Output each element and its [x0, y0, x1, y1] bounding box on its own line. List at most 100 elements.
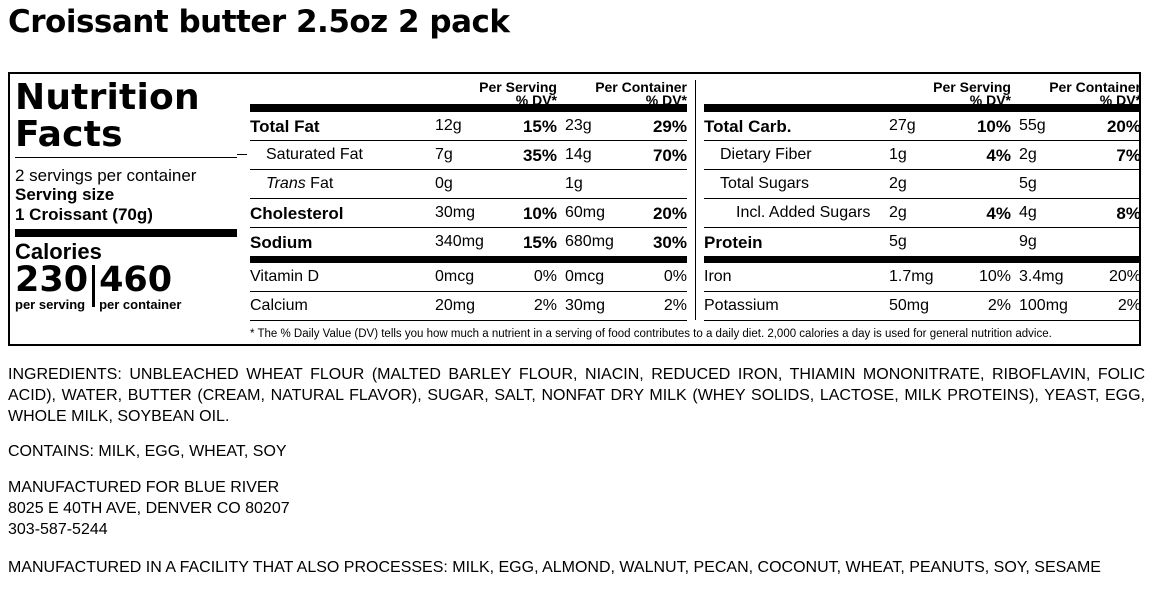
nutrient-name-italic: Trans — [266, 175, 306, 192]
nutrient-name: Iron — [704, 268, 732, 285]
nutrient-row: Calcium 20mg 2% 30mg 2% — [250, 292, 687, 321]
per-serving-header: Per Serving% DV* — [933, 79, 1011, 108]
product-title: Croissant butter 2.5oz 2 pack — [8, 4, 510, 40]
nutrient-table-left: Per Serving% DV* Per Container% DV* Total … — [250, 74, 687, 321]
calories-label: Calories — [15, 239, 102, 264]
serving-dv: 2% — [533, 297, 557, 314]
container-amount: 55g — [1019, 117, 1046, 134]
nutrient-table-right: Per Serving% DV* Per Container% DV* Total … — [704, 74, 1141, 321]
serving-amount: 2g — [889, 204, 907, 221]
nutrient-name: Dietary Fiber — [720, 146, 812, 163]
container-amount: 1g — [565, 175, 583, 192]
container-amount: 4g — [1019, 204, 1037, 221]
calories-divider — [92, 265, 96, 307]
container-dv: 2% — [1117, 297, 1141, 314]
nutrient-row: Dietary Fiber 1g 4% 2g 7% — [704, 141, 1141, 170]
nutrient-name: Saturated Fat — [266, 146, 363, 163]
container-dv: 0% — [663, 268, 687, 285]
serving-dv: 2% — [987, 297, 1011, 314]
nutrient-name: Total Carb. — [704, 117, 792, 136]
container-dv: 20% — [652, 204, 687, 223]
serving-size-value: 1 Croissant (70g) — [15, 205, 153, 224]
per-container-header-line-1: Per Container — [595, 79, 687, 95]
calories-row: 230 per serving 460 per container — [15, 260, 237, 313]
nutrient-name: Calcium — [250, 297, 308, 314]
container-dv: 7% — [1116, 146, 1141, 165]
container-dv: 20% — [1106, 117, 1141, 136]
per-container-header: Per Container% DV* — [595, 79, 687, 108]
per-serving-label: per serving — [15, 297, 86, 312]
nutrient-row: Sodium 340mg 15% 680mg 30% — [250, 228, 687, 263]
serving-amount: 1g — [889, 146, 907, 163]
per-container-header-line-1: Per Container — [1049, 79, 1141, 95]
per-serving-header: Per Serving% DV* — [479, 80, 557, 107]
calories-per-container: 460 — [99, 260, 173, 300]
serving-dv: 4% — [986, 204, 1011, 223]
nutrient-name: Total Sugars — [720, 175, 809, 192]
container-dv: 30% — [652, 233, 687, 252]
nutrient-name: Incl. Added Sugars — [736, 204, 871, 221]
serving-amount: 30mg — [435, 204, 476, 221]
calories-per-serving: 230 — [15, 260, 89, 300]
manufacturer-line-1: MANUFACTURED FOR BLUE RIVER — [8, 479, 280, 496]
manufacturer-block: MANUFACTURED FOR BLUE RIVER 8025 E 40TH … — [8, 477, 1145, 540]
serving-amount: 1.7mg — [889, 268, 934, 285]
column-headers: Per Serving% DV* Per Container% DV* — [250, 74, 687, 108]
serving-size-label: Serving size — [15, 185, 115, 204]
serving-dv: 10% — [976, 117, 1011, 136]
serving-dv: 15% — [522, 117, 557, 136]
serving-amount: 50mg — [889, 297, 930, 314]
per-container-label: per container — [99, 297, 182, 312]
container-amount: 3.4mg — [1019, 268, 1064, 285]
serving-dv: 0% — [533, 268, 557, 285]
serving-amount: 27g — [889, 117, 916, 134]
nutrient-row: Incl. Added Sugars 2g 4% 4g 8% — [704, 199, 1141, 228]
nutrition-summary: Nutrition Facts 2 servings per container… — [15, 74, 237, 312]
serving-amount: 12g — [435, 117, 462, 134]
heading-line-2: Facts — [15, 114, 123, 155]
ingredients-text: INGREDIENTS: UNBLEACHED WHEAT FLOUR (MAL… — [8, 366, 1145, 425]
nutrient-row: Total Carb. 27g 10% 55g 20% — [704, 112, 1141, 141]
container-amount: 60mg — [565, 204, 606, 221]
manufacturer-line-2: 8025 E 40TH AVE, DENVER CO 80207 — [8, 500, 290, 517]
manufacturer-phone: 303-587-5244 — [8, 521, 108, 538]
nutrient-row: Saturated Fat 7g 35% 14g 70% — [250, 141, 687, 170]
nutrient-name: Total Fat — [250, 117, 320, 136]
per-container-header-line-2: % DV* — [645, 92, 687, 108]
divider — [704, 104, 1141, 112]
serving-dv: 10% — [978, 268, 1011, 285]
nutrient-row: Cholesterol 30mg 10% 60mg 20% — [250, 199, 687, 228]
nutrition-facts-label: Nutrition Facts 2 servings per container… — [8, 72, 1141, 346]
nutrient-row: Trans Fat 0g 1g — [250, 170, 687, 199]
nutrient-name: Cholesterol — [250, 204, 344, 223]
serving-dv: 35% — [522, 146, 557, 165]
nutrient-name: Vitamin D — [250, 268, 320, 285]
nutrient-row: Protein 5g 9g — [704, 228, 1141, 263]
per-container-header-line-2: % DV* — [1099, 92, 1141, 108]
container-amount: 30mg — [565, 297, 606, 314]
column-divider — [695, 80, 696, 320]
serving-dv: 4% — [986, 146, 1011, 165]
heading-line-1: Nutrition — [15, 77, 200, 118]
divider — [237, 154, 247, 155]
nutrient-name: Protein — [704, 233, 763, 252]
facility-text: MANUFACTURED IN A FACILITY THAT ALSO PRO… — [8, 559, 1101, 576]
serving-dv: 10% — [522, 204, 557, 223]
daily-value-footnote: * The % Daily Value (DV) tells you how m… — [250, 328, 1052, 340]
divider — [15, 157, 237, 158]
servings-per-container: 2 servings per container — [15, 166, 197, 185]
divider — [250, 104, 687, 112]
nutrient-row: Total Fat 12g 15% 23g 29% — [250, 112, 687, 141]
nutrient-name: Potassium — [704, 297, 779, 314]
nutrient-row: Iron 1.7mg 10% 3.4mg 20% — [704, 263, 1141, 292]
serving-amount: 0g — [435, 175, 453, 192]
per-serving-header-line-1: Per Serving — [933, 79, 1011, 95]
container-amount: 100mg — [1019, 297, 1068, 314]
nutrition-heading: Nutrition Facts — [15, 79, 237, 153]
container-dv: 20% — [1108, 268, 1141, 285]
divider — [15, 229, 237, 237]
serving-amount: 5g — [889, 233, 907, 250]
nutrient-row: Total Sugars 2g 5g — [704, 170, 1141, 199]
serving-amount: 340mg — [435, 233, 484, 250]
per-serving-header-line-2: % DV* — [969, 92, 1011, 108]
